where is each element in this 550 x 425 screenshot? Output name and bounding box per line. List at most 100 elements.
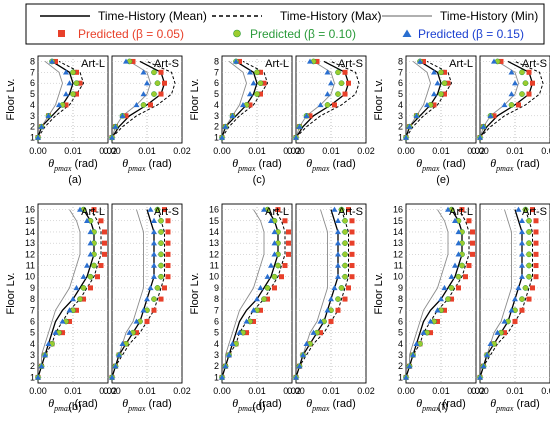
marker-pred-015 xyxy=(233,58,239,64)
marker-pred-005 xyxy=(158,296,164,302)
marker-pred-015 xyxy=(63,69,69,75)
marker-pred-005 xyxy=(342,296,348,302)
marker-pred-010 xyxy=(154,206,161,213)
y-tick-label: 5 xyxy=(214,328,219,338)
marker-pred-015 xyxy=(257,284,264,291)
marker-pred-015 xyxy=(434,80,441,86)
marker-pred-015 xyxy=(413,340,420,347)
series-line-max xyxy=(221,60,269,138)
legend-pred010-beta: (β = 0.10) xyxy=(304,27,356,41)
y-tick-label: 7 xyxy=(398,67,403,77)
y-tick-label: 7 xyxy=(398,305,403,315)
marker-pred-005 xyxy=(151,307,157,313)
marker-pred-005 xyxy=(91,207,97,213)
marker-pred-010 xyxy=(73,80,80,87)
marker-pred-015 xyxy=(519,240,525,246)
marker-pred-010 xyxy=(335,91,341,97)
marker-pred-005 xyxy=(332,102,337,108)
marker-pred-015 xyxy=(501,318,508,324)
x-axis-label: θpmax (rad) xyxy=(490,156,540,173)
y-axis-label: Floor Lv. xyxy=(373,79,385,121)
panel-title: Art-L xyxy=(449,206,473,218)
marker-pred-015 xyxy=(508,307,515,313)
marker-pred-005 xyxy=(445,80,451,86)
marker-pred-015 xyxy=(126,329,133,335)
series-line-mean xyxy=(221,209,279,378)
marker-pred-015 xyxy=(487,340,494,347)
marker-pred-015 xyxy=(300,352,306,358)
y-tick-label: 13 xyxy=(393,238,403,248)
y-tick-label: 13 xyxy=(209,238,219,248)
x-tick-label: 0.00 xyxy=(287,146,305,156)
marker-pred-015 xyxy=(296,363,303,369)
x-tick-label: 0.00 xyxy=(397,146,415,156)
marker-pred-015 xyxy=(84,217,90,223)
marker-pred-015 xyxy=(438,296,444,302)
y-tick-label: 14 xyxy=(25,227,35,237)
marker-pred-015 xyxy=(219,134,225,140)
marker-pred-010 xyxy=(70,69,76,76)
marker-pred-005 xyxy=(466,218,472,224)
y-tick-label: 5 xyxy=(398,328,403,338)
marker-pred-015 xyxy=(324,91,331,97)
y-axis-label: Floor Lv. xyxy=(5,273,17,315)
y-tick-label: 4 xyxy=(214,100,219,110)
marker-pred-015 xyxy=(328,80,334,86)
marker-pred-015 xyxy=(45,340,52,347)
marker-pred-010 xyxy=(455,273,462,280)
marker-pred-015 xyxy=(254,296,260,302)
marker-pred-015 xyxy=(133,101,140,108)
panel-art-s: 0.00 0.01 0.02 Art-S θpmax (rad) xyxy=(471,203,550,413)
y-tick-label: 6 xyxy=(214,78,219,88)
panel-title: Art-L xyxy=(449,58,473,70)
y-axis-label: Floor Lv. xyxy=(5,79,17,121)
marker-pred-005 xyxy=(258,91,263,97)
x-axis-label: θpmax (rad) xyxy=(306,156,356,173)
marker-pred-005 xyxy=(102,240,107,246)
marker-pred-005 xyxy=(258,307,263,313)
marker-pred-010 xyxy=(438,69,444,76)
marker-pred-015 xyxy=(296,123,303,129)
marker-pred-010 xyxy=(342,251,348,258)
marker-pred-015 xyxy=(413,112,420,119)
marker-pred-005 xyxy=(456,285,461,291)
marker-pred-005 xyxy=(158,69,164,75)
marker-pred-015 xyxy=(477,134,483,140)
y-tick-label: 1 xyxy=(398,133,403,143)
series-line-max xyxy=(37,209,102,378)
marker-pred-010 xyxy=(438,91,444,97)
x-tick-label: 0.01 xyxy=(432,146,450,156)
marker-pred-005 xyxy=(102,251,107,257)
marker-pred-005 xyxy=(466,263,472,269)
marker-pred-005 xyxy=(60,330,65,336)
x-tick-label: 0.02 xyxy=(283,146,301,156)
marker-pred-015 xyxy=(271,251,278,257)
y-tick-label: 11 xyxy=(26,261,35,271)
x-tick-label: 0.00 xyxy=(213,386,231,396)
x-axis-label: θpmax (rad) xyxy=(490,396,540,413)
marker-pred-015 xyxy=(519,273,525,279)
marker-pred-005 xyxy=(77,80,83,86)
y-tick-label: 9 xyxy=(398,283,403,293)
marker-pred-015 xyxy=(410,352,416,358)
marker-pred-005 xyxy=(272,285,277,291)
y-tick-label: 12 xyxy=(393,249,403,259)
marker-pred-015 xyxy=(487,112,494,119)
series-line-max xyxy=(479,60,544,138)
series-line-max xyxy=(405,209,470,378)
panel-art-s: 0.00 0.01 0.02 Art-S θpmax (rad) xyxy=(471,55,550,173)
y-tick-label: 15 xyxy=(25,216,35,226)
marker-pred-015 xyxy=(63,91,69,97)
marker-pred-015 xyxy=(317,101,324,108)
marker-pred-010 xyxy=(158,251,164,258)
marker-pred-005 xyxy=(431,102,437,108)
series-line-max xyxy=(405,60,453,138)
y-tick-label: 1 xyxy=(30,133,35,143)
y-tick-label: 3 xyxy=(30,350,35,360)
marker-pred-015 xyxy=(264,273,271,279)
marker-pred-015 xyxy=(335,217,341,223)
